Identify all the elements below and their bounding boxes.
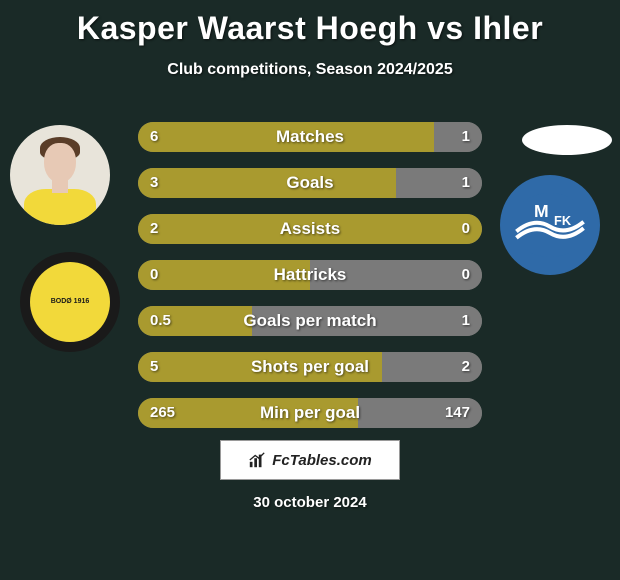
stat-bar-right [434, 122, 482, 152]
stat-value-right: 2 [462, 352, 470, 382]
stats-panel: 61Matches31Goals20Assists00Hattricks0.51… [138, 122, 482, 444]
comparison-infographic: Kasper Waarst Hoegh vs Ihler Club compet… [0, 0, 620, 580]
stat-bar-left [138, 260, 310, 290]
stat-bar-right [310, 260, 482, 290]
stat-value-right: 1 [462, 168, 470, 198]
footer-date: 30 october 2024 [0, 494, 620, 511]
player-left-avatar [10, 125, 110, 225]
brand-text: FcTables.com [272, 452, 371, 469]
stat-bar-left [138, 214, 482, 244]
svg-text:M: M [534, 201, 549, 221]
stat-bar-right [252, 306, 482, 336]
svg-text:FK: FK [554, 213, 572, 228]
stat-value-right: 0 [462, 260, 470, 290]
stat-value-left: 265 [150, 398, 175, 428]
club-right-crest-icon: M FK [510, 185, 590, 265]
stat-value-right: 1 [462, 306, 470, 336]
stat-value-left: 0 [150, 260, 158, 290]
stat-value-right: 147 [445, 398, 470, 428]
club-left-logo: BODØ 1916 [20, 252, 120, 352]
stat-row: 0.51Goals per match [138, 306, 482, 336]
brand-badge: FcTables.com [220, 440, 400, 480]
player-right-avatar [522, 125, 612, 155]
club-left-text: BODØ 1916 [51, 298, 90, 306]
stat-row: 265147Min per goal [138, 398, 482, 428]
page-title: Kasper Waarst Hoegh vs Ihler [0, 0, 620, 47]
stat-value-left: 2 [150, 214, 158, 244]
stat-row: 00Hattricks [138, 260, 482, 290]
stat-value-left: 6 [150, 122, 158, 152]
stat-row: 20Assists [138, 214, 482, 244]
stat-bar-left [138, 122, 434, 152]
page-subtitle: Club competitions, Season 2024/2025 [0, 61, 620, 79]
stat-value-right: 0 [462, 214, 470, 244]
stat-value-left: 3 [150, 168, 158, 198]
stat-value-left: 5 [150, 352, 158, 382]
stat-bar-left [138, 352, 382, 382]
stat-row: 52Shots per goal [138, 352, 482, 382]
stat-row: 61Matches [138, 122, 482, 152]
stat-value-left: 0.5 [150, 306, 171, 336]
club-right-logo: M FK [500, 175, 600, 275]
stat-value-right: 1 [462, 122, 470, 152]
stat-bar-left [138, 168, 396, 198]
brand-chart-icon [248, 451, 266, 469]
stat-row: 31Goals [138, 168, 482, 198]
